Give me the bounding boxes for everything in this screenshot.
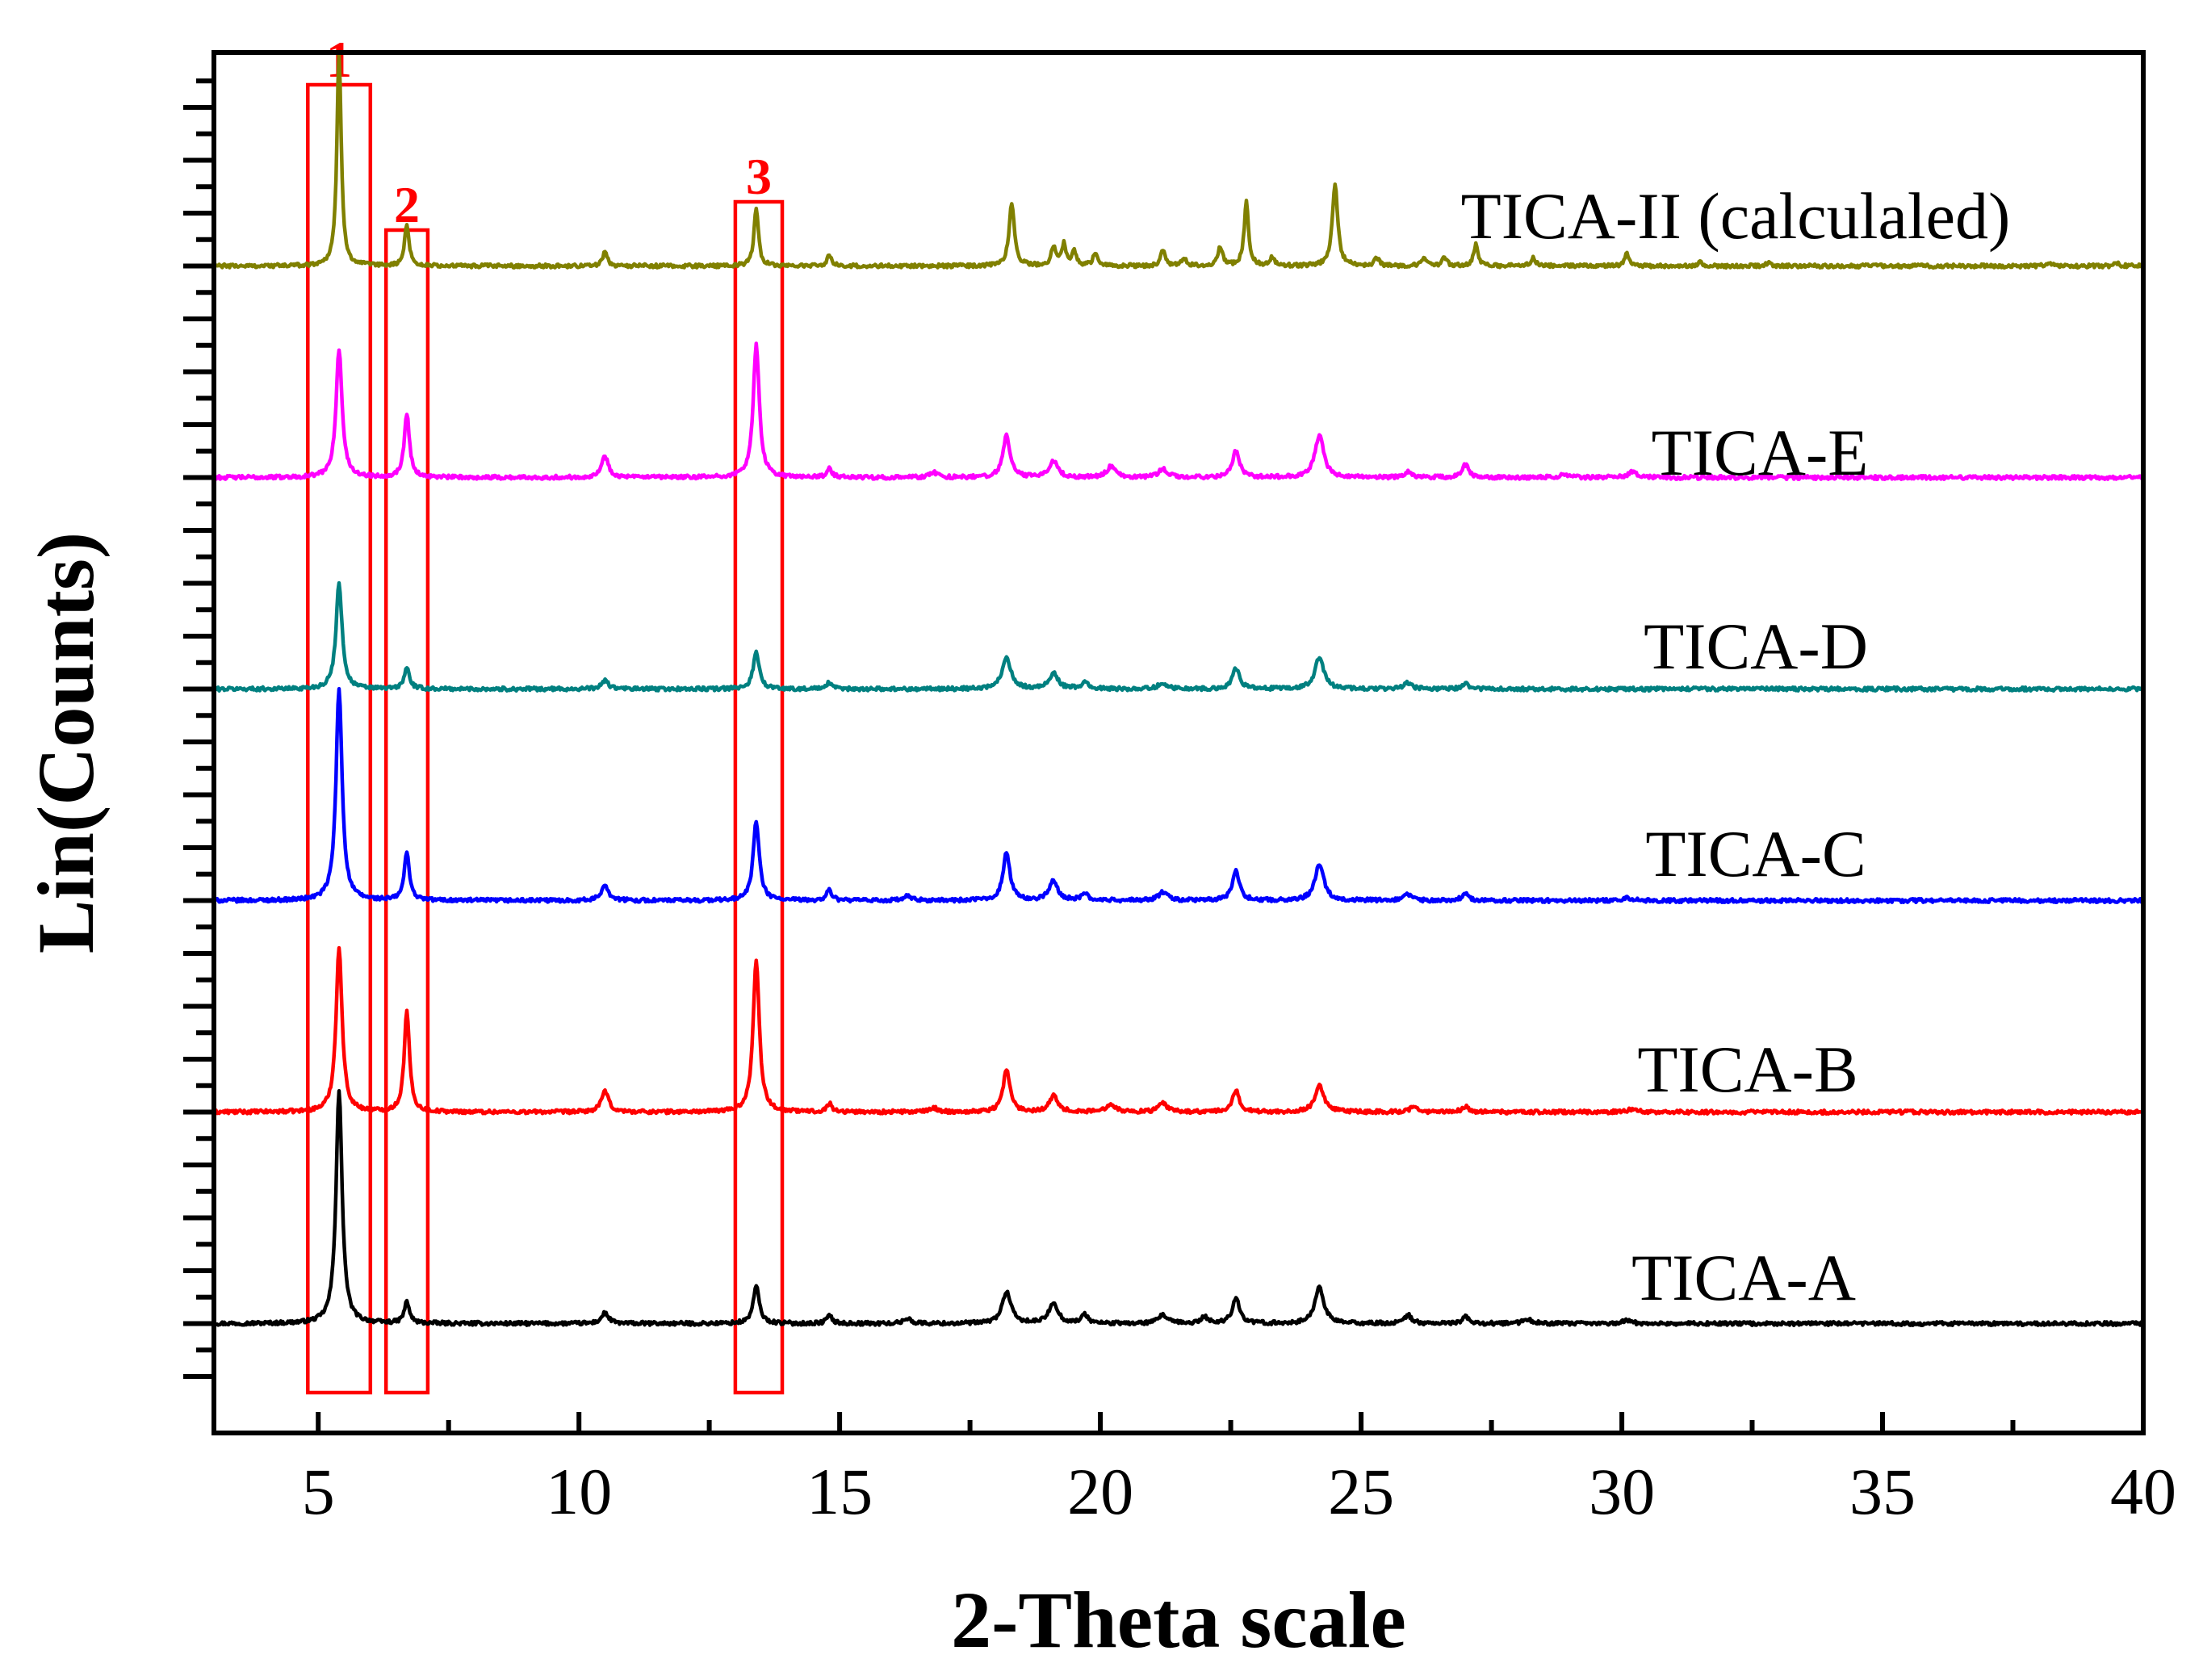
series-line-tica-ii-calculaled xyxy=(213,52,2144,270)
x-axis-title: 2-Theta scale xyxy=(951,1575,1406,1665)
x-tick-label: 15 xyxy=(806,1455,873,1528)
x-tick-label: 40 xyxy=(2110,1455,2176,1528)
annotation-box-3 xyxy=(733,199,785,1395)
series-line-tica-b xyxy=(212,945,2145,1116)
y-axis-title: Lin(Counts) xyxy=(21,532,111,953)
series-line-tica-a xyxy=(212,1089,2146,1327)
x-tick-label: 30 xyxy=(1589,1455,1655,1528)
x-tick-label: 10 xyxy=(546,1455,612,1528)
series-label-tica-d: TICA-D xyxy=(1644,610,1868,683)
series-label-tica-b: TICA-B xyxy=(1637,1033,1857,1106)
x-tick-label: 25 xyxy=(1328,1455,1394,1528)
x-tick-label: 20 xyxy=(1067,1455,1133,1528)
x-tick-label: 5 xyxy=(302,1455,335,1528)
series-label-tica-ii-calculaled: TICA-II (calculaled) xyxy=(1461,179,2011,253)
y-ticks xyxy=(183,78,214,1379)
annotation-layer: 12 3 xyxy=(306,31,785,1395)
series-labels: TICA-A TICA-B TICA-C TICA-D TICA-E TICA-II (c… xyxy=(1461,179,2011,1314)
series-line-tica-d xyxy=(212,580,2144,693)
series-label-tica-e: TICA-E xyxy=(1652,416,1869,489)
series-layer xyxy=(212,52,2146,1327)
annotation-label-3: 3 xyxy=(746,148,772,205)
series-line-tica-e xyxy=(213,341,2146,482)
x-tick-label: 35 xyxy=(1849,1455,1916,1528)
series-line-tica-c xyxy=(212,686,2146,905)
series-label-tica-a: TICA-A xyxy=(1631,1241,1856,1314)
x-ticks: 5 10 15 20 25 30 35 40 xyxy=(302,1412,2176,1528)
series-label-tica-c: TICA-C xyxy=(1645,817,1866,890)
